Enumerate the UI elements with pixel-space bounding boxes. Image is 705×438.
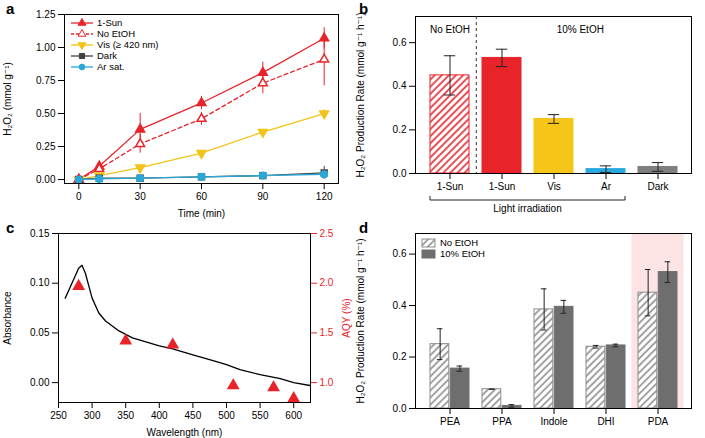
svg-text:Wavelength (nm): Wavelength (nm) [147, 427, 223, 438]
svg-text:0.10: 0.10 [30, 277, 50, 288]
svg-text:1-Sun: 1-Sun [437, 181, 464, 192]
svg-text:DHI: DHI [597, 416, 614, 427]
html-text:10% EtOH: 10% EtOH [440, 248, 485, 259]
svg-text:0.50: 0.50 [36, 108, 56, 119]
svg-text:PDA: PDA [648, 416, 669, 427]
svg-text:0.00: 0.00 [30, 377, 50, 388]
svg-text:0.6: 0.6 [393, 248, 407, 259]
svg-text:90: 90 [257, 191, 269, 202]
svg-text:0.6: 0.6 [393, 37, 407, 48]
svg-text:AQY (%): AQY (%) [341, 298, 352, 337]
svg-text:PEA: PEA [440, 416, 460, 427]
svg-text:1.25: 1.25 [36, 9, 56, 20]
html-text:Dark: Dark [97, 50, 118, 61]
svg-text:2.0: 2.0 [320, 277, 334, 288]
svg-text:Vis: Vis [547, 181, 561, 192]
html-text:b: b [359, 0, 369, 17]
svg-text:Light irradiation: Light irradiation [493, 203, 561, 214]
svg-text:250: 250 [50, 410, 67, 421]
svg-text:2.5: 2.5 [320, 228, 334, 239]
svg-text:300: 300 [84, 410, 101, 421]
svg-text:0.25: 0.25 [36, 141, 56, 152]
svg-text:450: 450 [185, 410, 202, 421]
svg-text:H₂O₂ (mmol g⁻¹): H₂O₂ (mmol g⁻¹) [2, 62, 13, 136]
svg-text:10% EtOH: 10% EtOH [557, 24, 604, 35]
svg-text:0.00: 0.00 [36, 174, 56, 185]
html-text:Ar sat.: Ar sat. [97, 61, 125, 72]
svg-text:Dark: Dark [647, 181, 669, 192]
svg-text:0.4: 0.4 [393, 300, 407, 311]
svg-text:H₂O₂ Production Rate (mmol g⁻¹: H₂O₂ Production Rate (mmol g⁻¹ h⁻¹) [355, 238, 366, 403]
html-text:a: a [6, 0, 15, 17]
svg-text:PPA: PPA [492, 416, 512, 427]
svg-text:60: 60 [196, 191, 208, 202]
svg-text:30: 30 [135, 191, 147, 202]
svg-text:120: 120 [316, 191, 333, 202]
html-text:1-Sun: 1-Sun [97, 17, 123, 28]
svg-text:1-Sun: 1-Sun [489, 181, 516, 192]
svg-text:500: 500 [218, 410, 235, 421]
svg-text:1.5: 1.5 [320, 327, 334, 338]
html-text:d: d [359, 219, 369, 236]
svg-text:H₂O₂ Production Rate (mmol g⁻¹: H₂O₂ Production Rate (mmol g⁻¹ h⁻¹) [355, 12, 366, 177]
svg-text:No EtOH: No EtOH [430, 24, 470, 35]
html-text:Vis (≥ 420 nm): Vis (≥ 420 nm) [97, 39, 159, 50]
svg-text:0: 0 [76, 191, 82, 202]
svg-text:0.15: 0.15 [30, 228, 50, 239]
svg-text:600: 600 [285, 410, 302, 421]
svg-text:350: 350 [117, 410, 134, 421]
svg-text:Indole: Indole [540, 416, 568, 427]
svg-text:0.0: 0.0 [393, 168, 407, 179]
svg-text:400: 400 [151, 410, 168, 421]
svg-text:1.0: 1.0 [320, 377, 334, 388]
svg-text:0.75: 0.75 [36, 75, 56, 86]
svg-text:1.00: 1.00 [36, 42, 56, 53]
svg-text:Ar: Ar [601, 181, 612, 192]
html-text:No EtOH: No EtOH [97, 28, 135, 39]
html-text:c: c [6, 219, 15, 236]
svg-text:550: 550 [252, 410, 269, 421]
svg-text:0.2: 0.2 [393, 351, 407, 362]
svg-text:0.4: 0.4 [393, 80, 407, 91]
html-text:No EtOH: No EtOH [440, 237, 478, 248]
svg-text:Time (min): Time (min) [178, 208, 225, 219]
svg-text:Absorbance: Absorbance [2, 291, 13, 345]
svg-text:0.2: 0.2 [393, 124, 407, 135]
svg-text:0.05: 0.05 [30, 327, 50, 338]
svg-text:0.0: 0.0 [393, 403, 407, 414]
